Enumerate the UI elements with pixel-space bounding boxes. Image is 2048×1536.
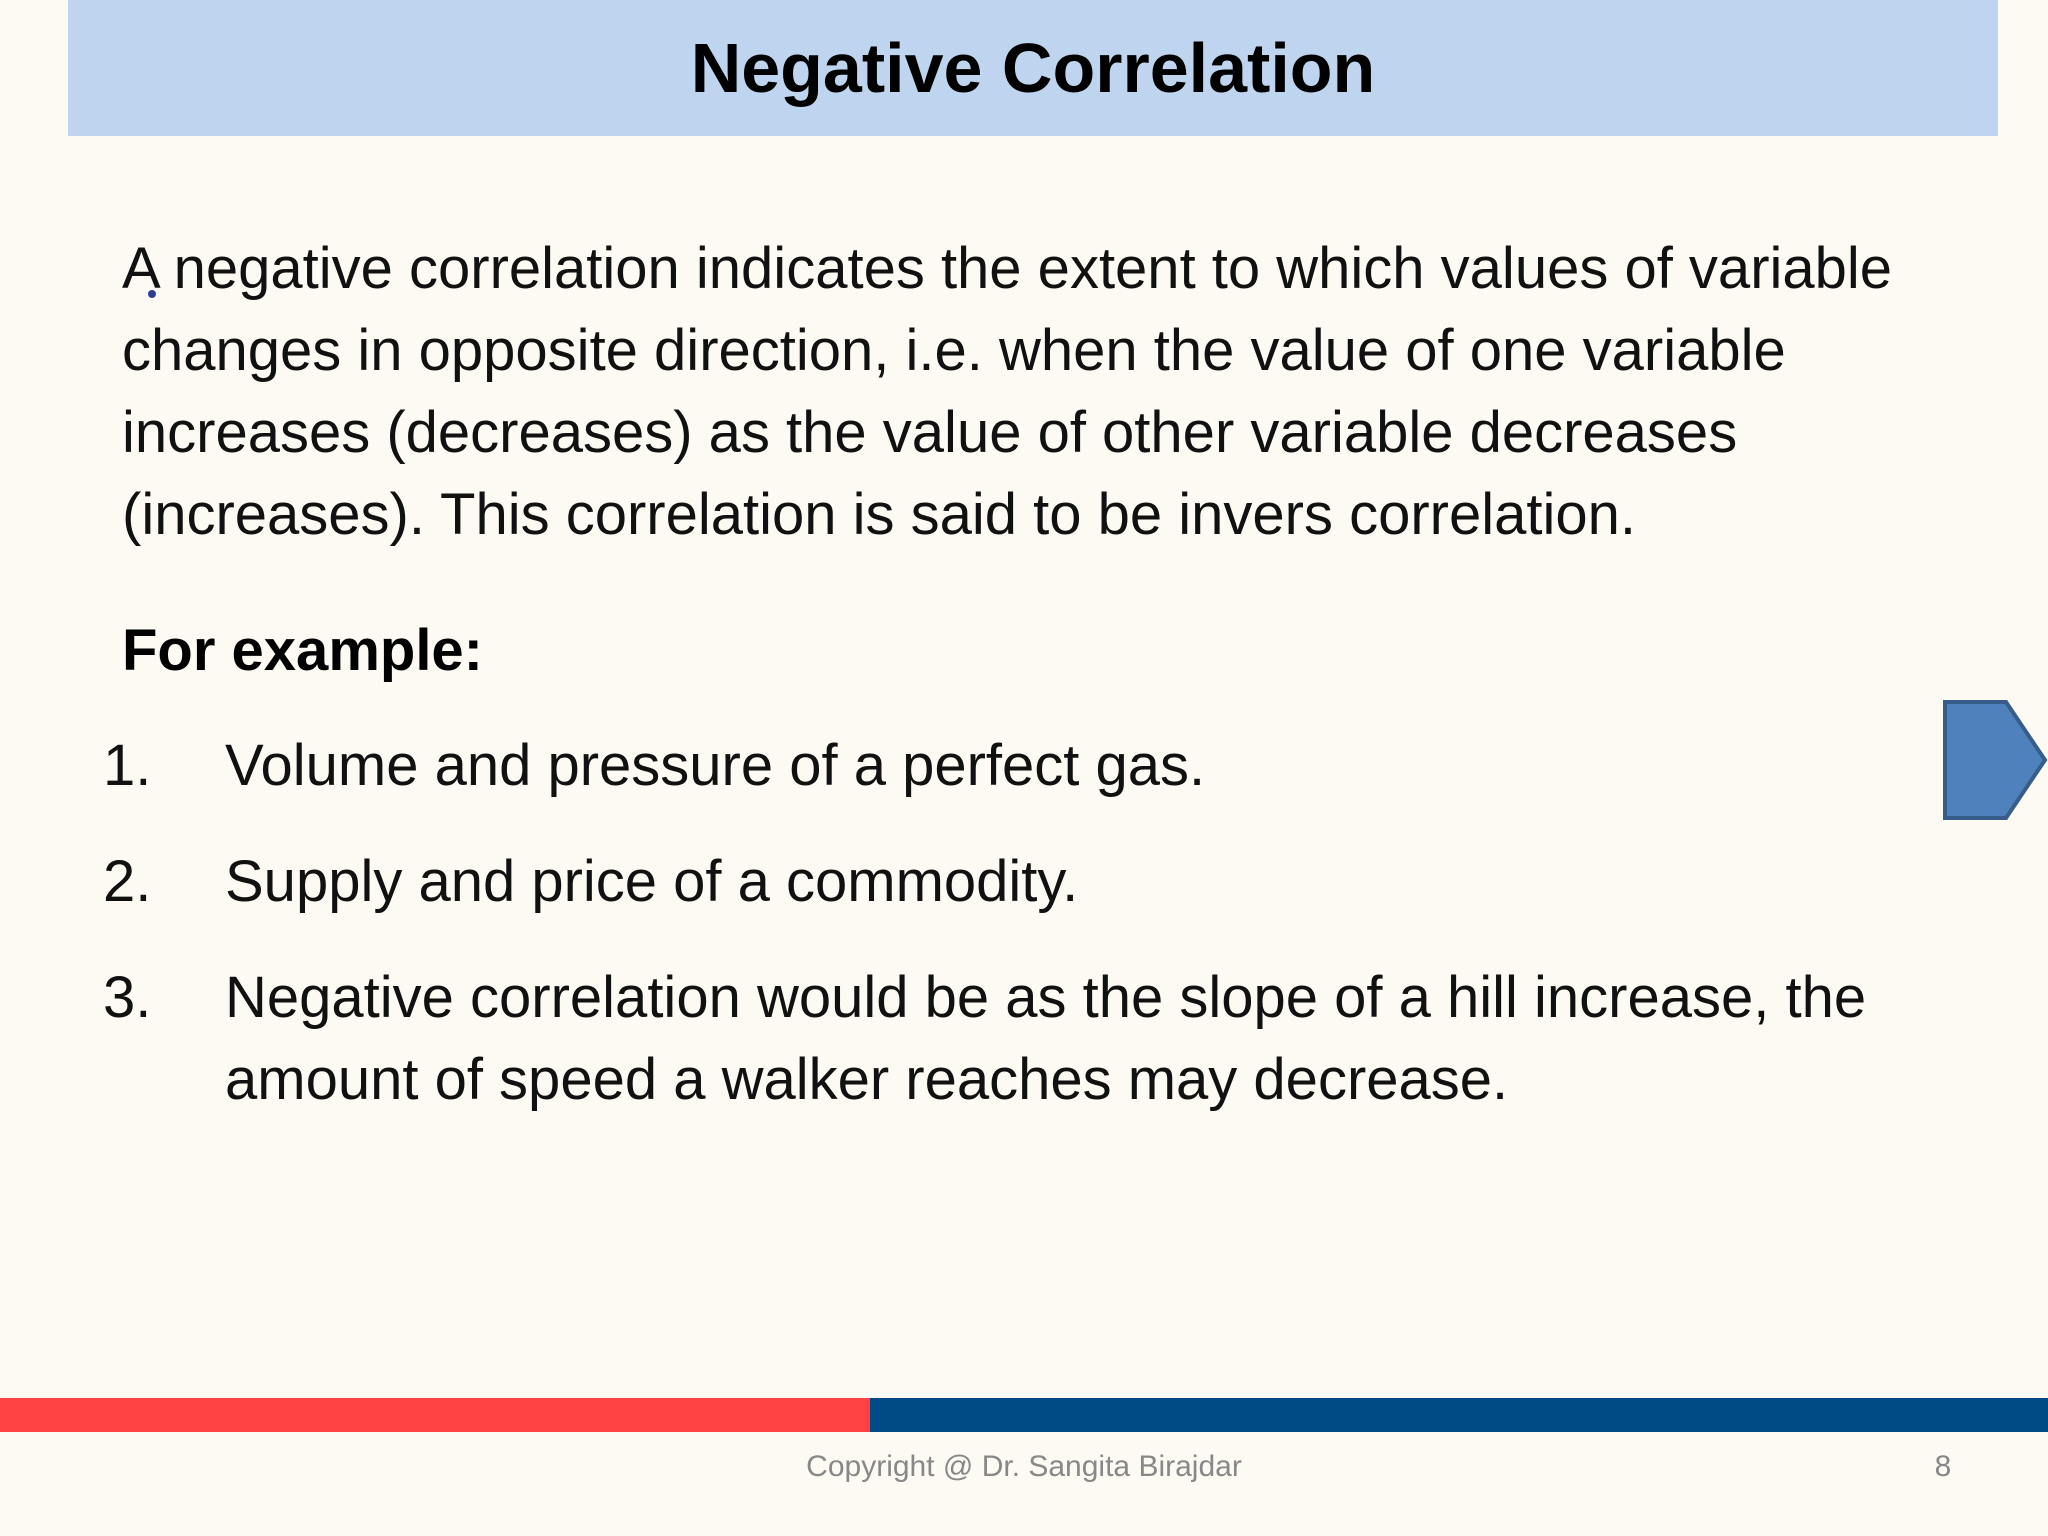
example-item-3: 3. Negative correlation would be as the …	[0, 957, 1950, 1121]
right-pentagon-arrow-icon	[1943, 700, 2048, 820]
example-number: 3.	[103, 965, 152, 1030]
page-number: 8	[1934, 1450, 1952, 1483]
example-number: 2.	[103, 849, 152, 914]
next-slide-button[interactable]	[1942, 699, 2048, 821]
example-item-2: 2. Supply and price of a commodity.	[0, 841, 1950, 923]
slide-title: Negative Correlation	[690, 29, 1376, 107]
example-text: Supply and price of a commodity.	[225, 849, 1079, 914]
example-item-1: 1. Volume and pressure of a perfect gas.	[0, 725, 1950, 807]
example-number: 1.	[103, 733, 152, 798]
example-text: Volume and pressure of a perfect gas.	[225, 733, 1206, 798]
footer-blue-stripe	[870, 1398, 2048, 1432]
annotation-dot	[148, 290, 156, 298]
example-list: 1. Volume and pressure of a perfect gas.…	[0, 725, 1950, 1155]
example-heading: For example:	[122, 618, 483, 683]
example-text: Negative correlation would be as the slo…	[225, 965, 1867, 1112]
slide-title-bar: Negative Correlation	[68, 0, 1998, 136]
definition-paragraph: A negative correlation indicates the ext…	[122, 236, 1893, 547]
footer-red-stripe	[0, 1398, 870, 1432]
copyright-text: Copyright @ Dr. Sangita Birajdar	[806, 1450, 1242, 1483]
